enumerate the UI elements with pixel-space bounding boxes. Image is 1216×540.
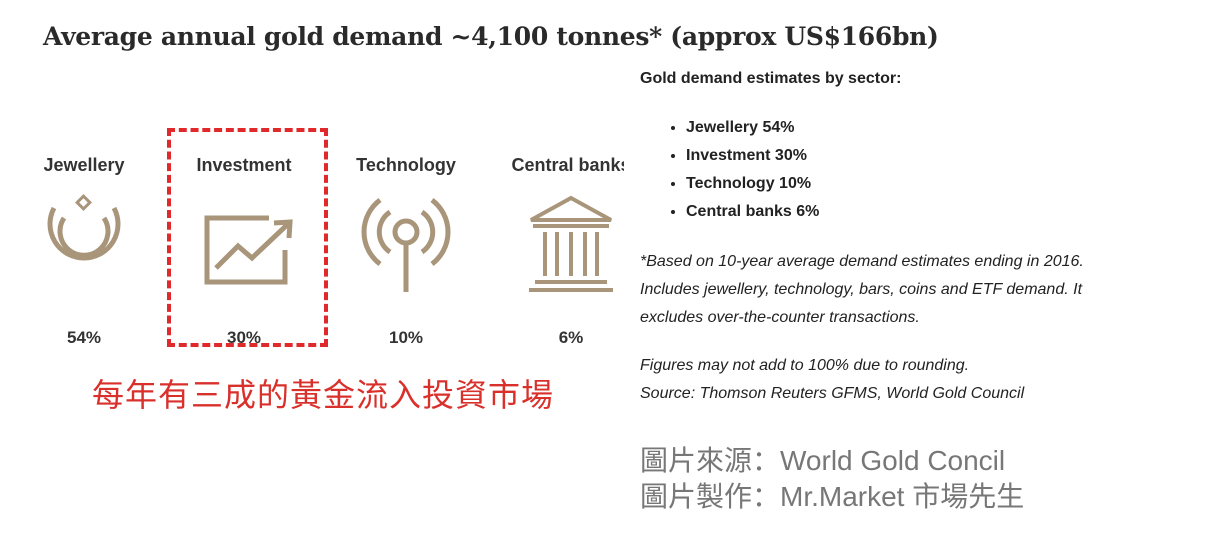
estimates-heading: Gold demand estimates by sector:	[640, 70, 902, 87]
sector-name: Investment	[196, 155, 292, 175]
source-note: Figures may not add to 100% due to round…	[640, 352, 1200, 408]
sector-name: Jewellery	[43, 155, 125, 175]
antenna-signal-icon	[326, 190, 486, 300]
list-item: Jewellery 54%	[686, 114, 1200, 142]
list-item: Investment 30%	[686, 142, 1200, 170]
sector-pct: 54%	[66, 328, 102, 347]
credit-author: 圖片製作：Mr.Market 市場先生	[640, 481, 1025, 512]
bank-building-icon	[491, 190, 651, 300]
page-title: Average annual gold demand ~4,100 tonnes…	[43, 22, 939, 51]
investment-highlight-box	[167, 128, 328, 347]
image-credits: 圖片來源：World Gold Concil 圖片製作：Mr.Market 市場…	[640, 443, 1024, 515]
estimates-panel: Gold demand estimates by sector: Jewelle…	[640, 70, 1200, 408]
list-item: Technology 10%	[686, 170, 1200, 198]
estimates-list: Jewellery 54% Investment 30% Technology …	[640, 114, 1200, 226]
footnote-line: *Based on 10-year average demand estimat…	[640, 253, 1084, 270]
footnote-line: excludes over-the-counter transactions.	[640, 309, 920, 326]
chinese-caption: 每年有三成的黃金流入投資市場	[92, 377, 555, 413]
sector-pct: 30%	[226, 328, 262, 347]
necklace-icon	[4, 190, 164, 300]
sector-name: Technology	[356, 155, 456, 175]
footnote-line: Includes jewellery, technology, bars, co…	[640, 281, 1083, 298]
sector-pct: 6%	[558, 328, 584, 347]
sector-name: Central banks	[511, 155, 631, 175]
sector-central-banks: Central banks 6%	[491, 150, 651, 348]
sector-pct: 10%	[388, 328, 424, 347]
sector-investment: Investment 30%	[164, 150, 324, 348]
rounding-note: Figures may not add to 100% due to round…	[640, 357, 970, 374]
sector-jewellery: Jewellery 54%	[4, 150, 164, 348]
list-item: Central banks 6%	[686, 198, 1200, 226]
trend-chart-icon	[164, 190, 324, 300]
credit-source: 圖片來源：World Gold Concil	[640, 445, 1006, 476]
image-crop-left	[0, 140, 44, 340]
image-crop-right	[624, 140, 636, 340]
footnote: *Based on 10-year average demand estimat…	[640, 248, 1200, 332]
sector-technology: Technology 10%	[326, 150, 486, 348]
source-line: Source: Thomson Reuters GFMS, World Gold…	[640, 385, 1025, 402]
